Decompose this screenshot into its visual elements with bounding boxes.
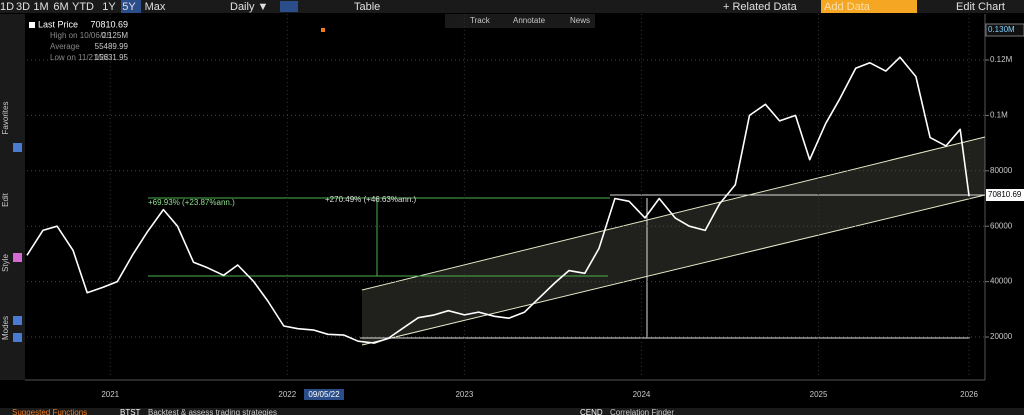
axis-top-box — [985, 23, 1024, 37]
legend-stat-value: 55489.99 — [95, 42, 129, 51]
legend-stat-label: Low on 11/21/22 — [50, 53, 109, 62]
range-button[interactable]: YTD — [72, 1, 94, 13]
tool-icon[interactable] — [13, 253, 22, 262]
bottom-item[interactable]: CEND — [580, 408, 603, 415]
range-button[interactable]: 1M — [33, 1, 48, 13]
add-data-field-text[interactable]: Add Data — [824, 1, 871, 13]
legend-stat-label: High on 10/06/25 — [50, 31, 111, 40]
legend-name: Last Price — [38, 19, 78, 29]
axis-top-label: 0.130M — [988, 25, 1015, 34]
legend-value: 70810.69 — [90, 19, 128, 29]
bottom-bar — [0, 408, 1024, 415]
annotation: +270.49% (+46.63%ann.) — [325, 195, 417, 204]
frequency-button[interactable]: Daily ▼ — [230, 1, 268, 13]
bottom-item[interactable]: Suggested Functions — [12, 408, 87, 415]
chart-tool[interactable]: Track — [470, 16, 491, 25]
chart-tool[interactable]: News — [570, 16, 590, 25]
x-tick-label: 2025 — [810, 390, 828, 399]
date-marker-box — [304, 389, 344, 400]
legend-swatch — [29, 22, 35, 28]
x-tick-label: 2023 — [455, 390, 473, 399]
bottom-item[interactable]: BTST — [120, 408, 141, 415]
event-marker — [321, 28, 325, 32]
y-tick-label: 20000 — [990, 332, 1013, 341]
x-tick-label: 2024 — [633, 390, 651, 399]
y-tick-label: 40000 — [990, 277, 1013, 286]
range-button[interactable]: 5Y — [122, 1, 136, 13]
sidebar-label: Modes — [1, 316, 10, 340]
legend-stat-value: 15631.95 — [95, 53, 129, 62]
y-tick-label: 60000 — [990, 221, 1013, 230]
x-tick-label: 2021 — [101, 390, 119, 399]
bottom-item[interactable]: Backtest & assess trading strategies — [148, 408, 277, 415]
sidebar-label: Edit — [1, 192, 10, 207]
range-button[interactable]: Max — [145, 1, 166, 13]
date-marker: 09/05/22 — [308, 390, 340, 399]
y-tick-label: 80000 — [990, 166, 1013, 175]
range-button[interactable]: 3D — [16, 1, 30, 13]
annotation: +69.93% (+23.87%ann.) — [148, 198, 235, 207]
channel-lower — [361, 194, 986, 346]
edit-chart-button[interactable]: Edit Chart — [956, 1, 1005, 13]
active-range — [121, 0, 141, 13]
y-tick-label: 0.12M — [990, 55, 1013, 64]
tool-icon[interactable] — [13, 143, 22, 152]
last-value-label: 70810.69 — [988, 190, 1022, 199]
x-tick-label: 2026 — [960, 390, 978, 399]
add-data-field[interactable] — [821, 0, 917, 13]
chart-tools — [445, 14, 595, 28]
trend-channel — [362, 137, 985, 345]
sidebar-label: Favorites — [1, 102, 10, 135]
legend-stat-label: Average — [50, 42, 80, 51]
x-tick-label: 2022 — [278, 390, 296, 399]
toolbar — [0, 0, 1024, 13]
y-tick-label: 0.1M — [990, 111, 1008, 120]
line-style-button[interactable] — [280, 1, 298, 12]
channel-upper — [361, 136, 986, 291]
chart-tool[interactable]: Annotate — [513, 16, 546, 25]
range-button[interactable]: 1D — [0, 1, 14, 13]
legend-stat-value: 0.125M — [101, 31, 128, 40]
bottom-item[interactable]: Correlation Finder — [610, 408, 674, 415]
tool-icon[interactable] — [13, 333, 22, 342]
related-data-button[interactable]: + Related Data — [723, 1, 798, 13]
range-button[interactable]: 1Y — [102, 1, 116, 13]
range-button[interactable]: 6M — [53, 1, 68, 13]
tool-icon[interactable] — [13, 316, 22, 325]
sidebar-label: Style — [1, 254, 10, 272]
table-button[interactable]: Table — [354, 1, 380, 13]
last-value-box — [986, 189, 1024, 201]
price-line — [26, 56, 970, 344]
